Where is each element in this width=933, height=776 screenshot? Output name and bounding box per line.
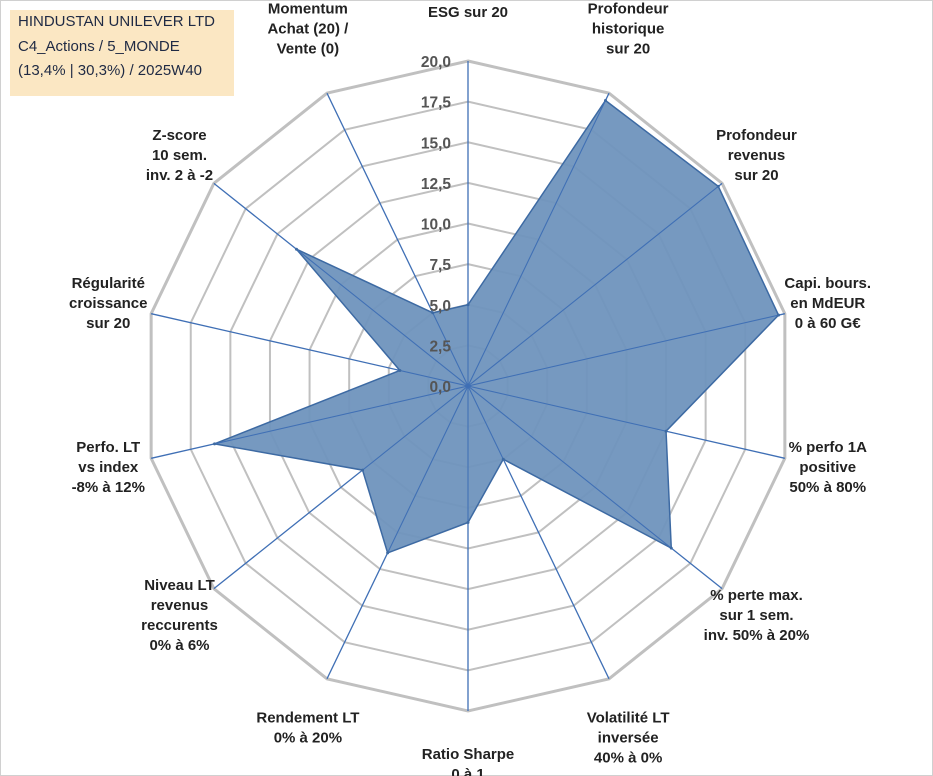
company-name: HINDUSTAN UNILEVER LTD [18, 13, 215, 30]
data-point [386, 551, 390, 555]
data-point [501, 457, 505, 461]
category-label: Profondeur historique sur 20 [588, 1, 669, 58]
axis-spoke-inner [467, 314, 779, 387]
data-point [716, 184, 720, 188]
axis-spoke-inner [387, 385, 469, 554]
r-tick-label: 0,0 [429, 379, 451, 396]
r-tick-label: 2,5 [429, 338, 451, 355]
r-tick-label: 15,0 [421, 135, 451, 152]
data-point [431, 311, 435, 315]
category-label: % perfo 1A positive 50% à 80% [789, 439, 868, 496]
axis-spoke-inner [214, 385, 469, 445]
category-label: Perfo. LT vs index -8% à 12% [72, 439, 145, 496]
data-point [777, 313, 781, 317]
category-label: % perte max. sur 1 sem. inv. 50% à 20% [704, 587, 810, 644]
chart-title-box: HINDUSTAN UNILEVER LTD C4_Actions / 5_MO… [10, 10, 234, 96]
axis-spoke-inner [432, 312, 469, 387]
category-label: Régularité croissance sur 20 [69, 275, 147, 332]
data-point [466, 303, 470, 307]
data-point [669, 546, 673, 550]
data-point [213, 442, 217, 446]
r-tick-label: 10,0 [421, 217, 451, 234]
category-label: Profondeur revenus sur 20 [716, 127, 797, 184]
axis-spoke-inner [467, 385, 667, 432]
r-tick-label: 20,0 [421, 54, 451, 71]
data-point [398, 368, 402, 372]
category-label: Momentum Achat (20) / Vente (0) [267, 1, 349, 58]
r-tick-label: 7,5 [429, 257, 451, 274]
r-tick-label: 5,0 [429, 298, 451, 315]
axis-spoke-inner [296, 248, 469, 387]
r-tick-label: 17,5 [421, 95, 452, 112]
category-label: Ratio Sharpe 0 à 1 [422, 746, 515, 776]
r-tick-label: 12,5 [421, 176, 452, 193]
category-label: Volatilité LT inversée 40% à 0% [587, 709, 670, 766]
portfolio-category: C4_Actions / 5_MONDE [18, 37, 180, 55]
axis-spoke-inner [362, 385, 469, 471]
category-label: Z-score 10 sem. inv. 2 à -2 [146, 127, 213, 184]
category-label: Rendement LT 0% à 20% [256, 709, 359, 746]
performance-week: (13,4% | 30,3%) / 2025W40 [18, 62, 202, 79]
data-point [361, 468, 365, 472]
data-point [294, 247, 298, 251]
data-point [664, 429, 668, 433]
data-point [603, 99, 607, 103]
data-point [466, 521, 470, 524]
axis-spoke-inner [467, 186, 719, 387]
category-label: NoteESG sur 20 [428, 0, 508, 21]
axis-spoke-inner [467, 100, 606, 387]
axis-spoke-inner [467, 385, 504, 460]
axis-spoke-inner [467, 385, 672, 549]
axis-spoke-inner [399, 369, 469, 387]
category-label: Niveau LT revenus reccurents 0% à 6% [141, 577, 218, 654]
category-label: Capi. bours. en MdEUR 0 à 60 G€ [784, 275, 871, 332]
